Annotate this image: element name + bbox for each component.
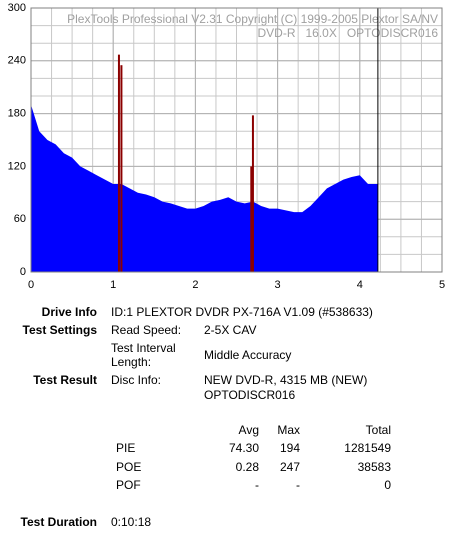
stats-cell: 74.30 — [228, 441, 259, 455]
test-settings-label: Test Settings — [22, 323, 97, 337]
test-result-label: Test Result — [33, 373, 97, 387]
result-value: NEW DVD-R, 4315 MB (NEW) — [204, 373, 368, 387]
y-tick-label: 300 — [8, 2, 26, 14]
drive-info-value: ID:1 PLEXTOR DVDR PX-716A V1.09 (#538633… — [111, 305, 373, 319]
stats-cell: 1281549 — [344, 441, 391, 455]
overlay-text: PlexTools Professional V2.31 Copyright (… — [67, 12, 438, 26]
x-tick-label: 1 — [110, 279, 116, 291]
x-tick-label: 5 — [439, 279, 445, 291]
stats-cell: - — [255, 478, 259, 492]
test-duration-label: Test Duration — [20, 515, 97, 529]
stats-cell: POE — [116, 459, 142, 474]
spike — [250, 166, 253, 272]
y-tick-label: 240 — [8, 55, 26, 67]
y-tick-label: 60 — [14, 213, 26, 225]
stats-cell: 247 — [279, 459, 300, 474]
stats-cell: POF — [116, 478, 141, 492]
stats-cell: - — [296, 478, 300, 492]
x-tick-label: 2 — [192, 279, 198, 291]
plot-border — [30, 7, 443, 273]
test-duration-value: 0:10:18 — [111, 515, 152, 529]
stats-cell: Total — [365, 423, 391, 437]
x-tick-label: 4 — [357, 279, 363, 291]
setting-key: Read Speed: — [111, 323, 182, 337]
stats-cell: 38583 — [357, 459, 391, 474]
chart: 0 60 120 180 240 300 0 1 2 3 4 5 PlexTools Professio… — [8, 2, 445, 291]
setting-key: Test Interval Length: — [111, 341, 176, 369]
x-tick-label: 3 — [275, 279, 281, 291]
spike — [117, 54, 120, 272]
stats-cell: Max — [277, 423, 300, 437]
stats-cell: 0.28 — [235, 459, 259, 474]
stats-cell: 194 — [279, 441, 300, 455]
x-tick-label: 0 — [28, 279, 34, 291]
pie-area — [31, 104, 378, 272]
spike — [251, 115, 254, 272]
y-tick-label: 0 — [20, 266, 26, 278]
y-tick-label: 180 — [8, 108, 26, 120]
result-value: OPTODISCR016 — [204, 388, 296, 402]
drive-info-label: Drive Info — [41, 305, 97, 319]
stats-cell: 0 — [384, 478, 391, 492]
setting-value: Middle Accuracy — [204, 348, 292, 362]
setting-value: 2-5X CAV — [204, 323, 257, 337]
spike — [120, 65, 123, 272]
stats-cell: PIE — [116, 441, 136, 455]
y-tick-label: 120 — [8, 160, 26, 172]
stats-cell: Avg — [238, 423, 259, 437]
overlay-text: DVD-R 16.0X OPTODISCR016 — [257, 26, 438, 40]
result-key: Disc Info: — [111, 373, 162, 387]
